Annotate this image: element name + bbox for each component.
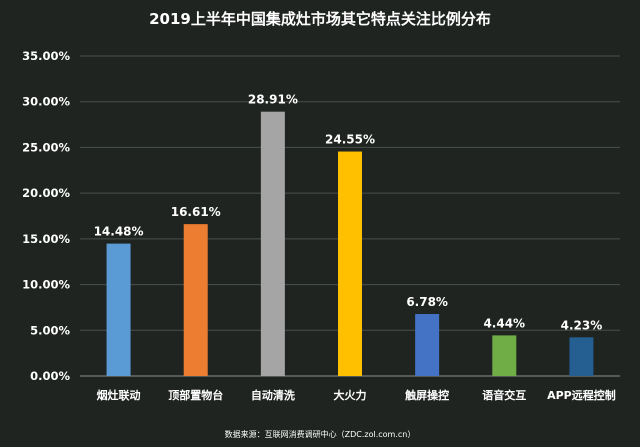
bars: [106, 111, 594, 377]
y-tick-label: 20.00%: [22, 186, 70, 200]
bar: [338, 151, 362, 376]
y-tick-label: 25.00%: [22, 140, 70, 154]
bar: [106, 243, 131, 376]
y-tick-label: 30.00%: [22, 95, 70, 109]
bar: [183, 224, 208, 376]
data-label: 28.91%: [248, 93, 298, 107]
y-tick-label: 15.00%: [22, 232, 70, 246]
bar: [569, 337, 594, 376]
category-label: 触屏操控: [404, 388, 449, 402]
x-axis-categories: 烟灶联动 顶部置物台 自动清洗 大火力 触屏操控 语音交互 APP远程控制: [97, 388, 616, 402]
data-labels: 14.48% 16.61% 28.91% 24.55% 6.78% 4.44% 4.23%: [94, 93, 603, 333]
y-tick-label: 10.00%: [22, 278, 70, 292]
data-label: 14.48%: [94, 225, 144, 239]
data-label: 24.55%: [325, 133, 375, 147]
data-label: 16.61%: [171, 205, 221, 219]
bar: [260, 111, 285, 377]
bar: [415, 314, 440, 376]
category-label: 自动清洗: [251, 388, 295, 402]
data-label: 4.44%: [483, 316, 525, 330]
bar: [492, 335, 517, 376]
y-tick-label: 35.00%: [22, 49, 70, 63]
category-label: 大火力: [334, 388, 367, 402]
y-tick-label: 0.00%: [30, 369, 70, 383]
source-note: 数据来源：互联网消费调研中心（ZDC.zol.com.cn）: [225, 429, 416, 439]
data-label: 4.23%: [561, 318, 603, 332]
y-tick-label: 5.00%: [30, 323, 70, 337]
y-axis-ticks: 0.00% 5.00% 10.00% 15.00% 20.00% 25.00% 30.00%…: [22, 49, 70, 383]
data-label: 6.78%: [406, 295, 448, 309]
category-label: 烟灶联动: [97, 388, 141, 402]
category-label: APP远程控制: [547, 388, 616, 402]
category-label: 语音交互: [482, 388, 526, 402]
category-label: 顶部置物台: [168, 388, 223, 402]
chart-title: 2019上半年中国集成灶市场其它特点关注比例分布: [149, 10, 491, 28]
